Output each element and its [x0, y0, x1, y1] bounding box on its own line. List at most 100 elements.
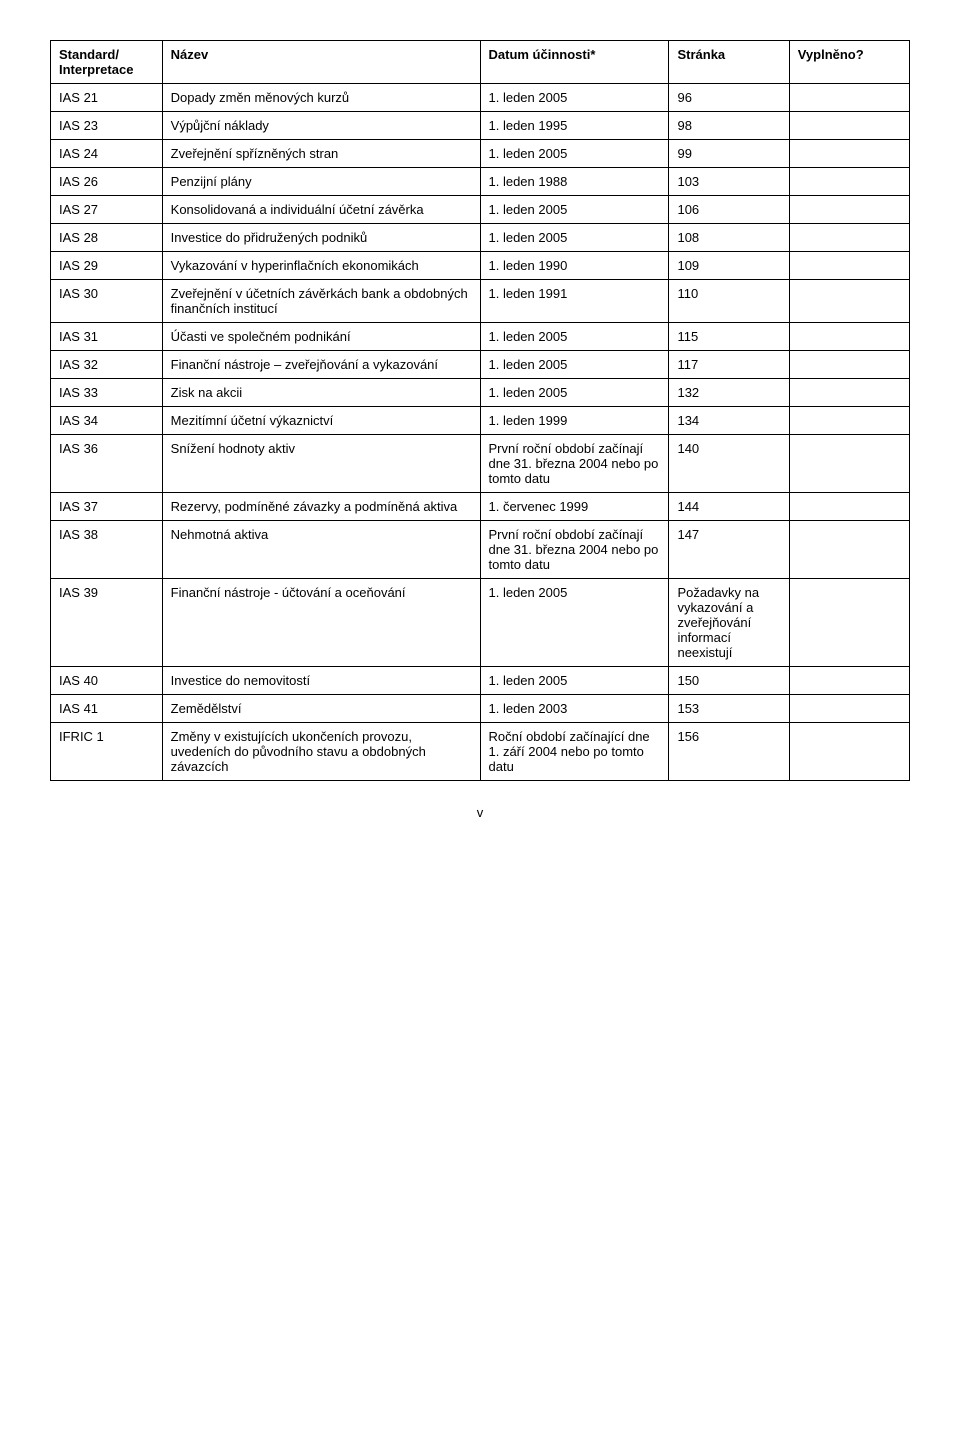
table-row: IAS 28Investice do přidružených podniků1… [51, 224, 910, 252]
cell-page: 98 [669, 112, 789, 140]
cell-std: IAS 37 [51, 493, 163, 521]
cell-page: 156 [669, 723, 789, 781]
cell-fill [789, 407, 909, 435]
cell-name: Mezitímní účetní výkaznictví [162, 407, 480, 435]
cell-page: 103 [669, 168, 789, 196]
table-row: IAS 36Snížení hodnoty aktivPrvní roční o… [51, 435, 910, 493]
cell-fill [789, 168, 909, 196]
table-row: IAS 21Dopady změn měnových kurzů1. leden… [51, 84, 910, 112]
cell-std: IAS 24 [51, 140, 163, 168]
cell-name: Vykazování v hyperinflačních ekonomikách [162, 252, 480, 280]
cell-page: 134 [669, 407, 789, 435]
cell-name: Finanční nástroje - účtování a oceňování [162, 579, 480, 667]
cell-std: IAS 32 [51, 351, 163, 379]
cell-fill [789, 723, 909, 781]
table-row: IAS 33Zisk na akcii1. leden 2005132 [51, 379, 910, 407]
cell-name: Výpůjční náklady [162, 112, 480, 140]
table-row: IAS 24Zveřejnění spřízněných stran1. led… [51, 140, 910, 168]
col-header-filled: Vyplněno? [789, 41, 909, 84]
cell-std: IAS 39 [51, 579, 163, 667]
cell-std: IAS 31 [51, 323, 163, 351]
cell-std: IAS 30 [51, 280, 163, 323]
cell-fill [789, 435, 909, 493]
cell-fill [789, 140, 909, 168]
table-row: IAS 31Účasti ve společném podnikání1. le… [51, 323, 910, 351]
cell-page: 109 [669, 252, 789, 280]
col-header-page: Stránka [669, 41, 789, 84]
cell-fill [789, 112, 909, 140]
cell-name: Investice do přidružených podniků [162, 224, 480, 252]
cell-fill [789, 351, 909, 379]
cell-fill [789, 667, 909, 695]
cell-page: Požadavky na vykazování a zveřejňování i… [669, 579, 789, 667]
cell-name: Nehmotná aktiva [162, 521, 480, 579]
table-row: IAS 41Zemědělství1. leden 2003153 [51, 695, 910, 723]
cell-fill [789, 695, 909, 723]
cell-name: Zveřejnění v účetních závěrkách bank a o… [162, 280, 480, 323]
cell-page: 144 [669, 493, 789, 521]
cell-fill [789, 280, 909, 323]
col-header-date: Datum účinnosti* [480, 41, 669, 84]
cell-std: IAS 29 [51, 252, 163, 280]
table-row: IAS 34Mezitímní účetní výkaznictví1. led… [51, 407, 910, 435]
standards-table: Standard/ Interpretace Název Datum účinn… [50, 40, 910, 781]
cell-name: Rezervy, podmíněné závazky a podmíněná a… [162, 493, 480, 521]
col-header-standard: Standard/ Interpretace [51, 41, 163, 84]
cell-date: 1. leden 2005 [480, 140, 669, 168]
cell-name: Snížení hodnoty aktiv [162, 435, 480, 493]
cell-date: 1. leden 2005 [480, 379, 669, 407]
cell-date: 1. leden 2005 [480, 323, 669, 351]
table-row: IAS 26Penzijní plány1. leden 1988103 [51, 168, 910, 196]
cell-name: Dopady změn měnových kurzů [162, 84, 480, 112]
cell-page: 108 [669, 224, 789, 252]
cell-name: Změny v existujících ukončeních provozu,… [162, 723, 480, 781]
cell-date: 1. leden 1990 [480, 252, 669, 280]
cell-page: 147 [669, 521, 789, 579]
cell-page: 132 [669, 379, 789, 407]
cell-date: Roční období začínající dne 1. září 2004… [480, 723, 669, 781]
table-row: IAS 27Konsolidovaná a individuální účetn… [51, 196, 910, 224]
cell-name: Finanční nástroje – zveřejňování a vykaz… [162, 351, 480, 379]
cell-name: Penzijní plány [162, 168, 480, 196]
cell-date: První roční období začínají dne 31. břez… [480, 521, 669, 579]
table-row: IFRIC 1Změny v existujících ukončeních p… [51, 723, 910, 781]
cell-std: IAS 23 [51, 112, 163, 140]
table-header-row: Standard/ Interpretace Název Datum účinn… [51, 41, 910, 84]
cell-name: Účasti ve společném podnikání [162, 323, 480, 351]
cell-date: 1. leden 1999 [480, 407, 669, 435]
cell-std: IAS 41 [51, 695, 163, 723]
cell-std: IAS 40 [51, 667, 163, 695]
cell-page: 115 [669, 323, 789, 351]
cell-name: Zveřejnění spřízněných stran [162, 140, 480, 168]
cell-std: IAS 21 [51, 84, 163, 112]
cell-std: IAS 26 [51, 168, 163, 196]
cell-page: 99 [669, 140, 789, 168]
cell-date: 1. leden 2003 [480, 695, 669, 723]
cell-fill [789, 493, 909, 521]
cell-page: 96 [669, 84, 789, 112]
cell-date: 1. leden 2005 [480, 579, 669, 667]
table-row: IAS 38Nehmotná aktivaPrvní roční období … [51, 521, 910, 579]
cell-std: IFRIC 1 [51, 723, 163, 781]
cell-std: IAS 36 [51, 435, 163, 493]
cell-date: 1. leden 2005 [480, 667, 669, 695]
cell-page: 110 [669, 280, 789, 323]
table-row: IAS 39Finanční nástroje - účtování a oce… [51, 579, 910, 667]
cell-fill [789, 379, 909, 407]
cell-fill [789, 224, 909, 252]
table-row: IAS 37Rezervy, podmíněné závazky a podmí… [51, 493, 910, 521]
table-row: IAS 29Vykazování v hyperinflačních ekono… [51, 252, 910, 280]
col-header-name: Název [162, 41, 480, 84]
cell-date: 1. leden 2005 [480, 224, 669, 252]
cell-name: Konsolidovaná a individuální účetní závě… [162, 196, 480, 224]
cell-page: 117 [669, 351, 789, 379]
cell-page: 153 [669, 695, 789, 723]
cell-page: 150 [669, 667, 789, 695]
cell-page: 140 [669, 435, 789, 493]
cell-date: 1. leden 2005 [480, 351, 669, 379]
cell-fill [789, 196, 909, 224]
cell-fill [789, 252, 909, 280]
cell-fill [789, 84, 909, 112]
cell-date: 1. leden 1988 [480, 168, 669, 196]
cell-std: IAS 33 [51, 379, 163, 407]
